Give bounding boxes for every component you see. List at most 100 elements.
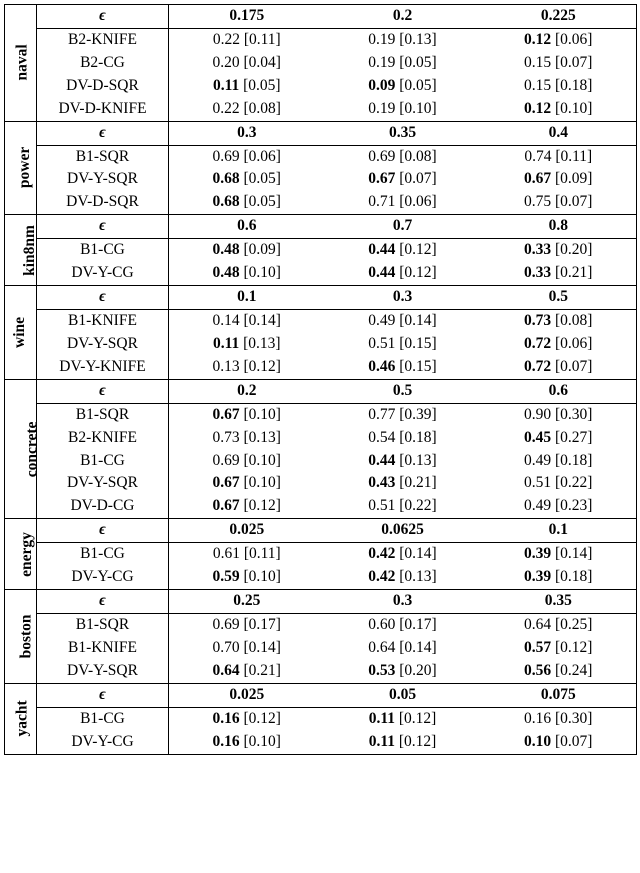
method-name: DV-D-CG xyxy=(37,495,169,518)
bracket-value: [0.13] xyxy=(240,429,281,446)
bracket-value: [0.06] xyxy=(240,148,281,165)
value: 0.15 xyxy=(524,77,551,94)
method-name: DV-Y-KNIFE xyxy=(37,356,169,379)
result-cell: 0.14 [0.14] xyxy=(169,309,325,332)
bracket-value: [0.06] xyxy=(551,335,592,352)
method-name: DV-Y-SQR xyxy=(37,660,169,683)
epsilon-value: 0.5 xyxy=(325,379,481,403)
value: 0.90 xyxy=(524,406,551,423)
value: 0.70 xyxy=(213,639,240,656)
result-cell: 0.16 [0.12] xyxy=(169,707,325,730)
bracket-value: [0.10] xyxy=(240,568,281,585)
bracket-value: [0.14] xyxy=(240,312,281,329)
result-cell: 0.43 [0.21] xyxy=(325,472,481,495)
value: 0.16 xyxy=(213,733,240,750)
result-cell: 0.44 [0.13] xyxy=(325,450,481,473)
section-label: power xyxy=(5,121,37,215)
value: 0.20 xyxy=(213,54,240,71)
epsilon-value: 0.025 xyxy=(169,683,325,707)
value: 0.15 xyxy=(524,54,551,71)
bracket-value: [0.12] xyxy=(240,710,281,727)
table-row: DV-D-KNIFE0.22 [0.08]0.19 [0.10]0.12 [0.… xyxy=(5,98,637,121)
epsilon-symbol: ϵ xyxy=(37,121,169,145)
value: 0.11 xyxy=(213,77,239,94)
value: 0.51 xyxy=(368,497,395,514)
bracket-value: [0.22] xyxy=(551,474,592,491)
value: 0.11 xyxy=(369,710,395,727)
section-label: wine xyxy=(5,286,37,380)
value: 0.45 xyxy=(524,429,551,446)
bracket-value: [0.04] xyxy=(240,54,281,71)
result-cell: 0.54 [0.18] xyxy=(325,427,481,450)
result-cell: 0.33 [0.21] xyxy=(481,262,637,285)
bracket-value: [0.11] xyxy=(240,31,281,48)
result-cell: 0.39 [0.18] xyxy=(481,566,637,589)
result-cell: 0.11 [0.13] xyxy=(169,333,325,356)
value: 0.22 xyxy=(213,100,240,117)
value: 0.72 xyxy=(524,335,551,352)
result-cell: 0.22 [0.08] xyxy=(169,98,325,121)
bracket-value: [0.07] xyxy=(551,54,592,71)
result-cell: 0.74 [0.11] xyxy=(481,145,637,168)
result-cell: 0.60 [0.17] xyxy=(325,613,481,636)
result-cell: 0.71 [0.06] xyxy=(325,191,481,214)
section-label: boston xyxy=(5,590,37,684)
table-row: DV-Y-CG0.59 [0.10]0.42 [0.13]0.39 [0.18] xyxy=(5,566,637,589)
result-cell: 0.70 [0.14] xyxy=(169,637,325,660)
bracket-value: [0.12] xyxy=(551,639,592,656)
value: 0.19 xyxy=(368,100,395,117)
result-cell: 0.51 [0.22] xyxy=(481,472,637,495)
bracket-value: [0.14] xyxy=(551,545,592,562)
value: 0.75 xyxy=(524,193,551,210)
epsilon-symbol: ϵ xyxy=(37,286,169,310)
bracket-value: [0.14] xyxy=(395,545,436,562)
result-cell: 0.48 [0.10] xyxy=(169,262,325,285)
method-name: DV-Y-SQR xyxy=(37,472,169,495)
bracket-value: [0.08] xyxy=(395,148,436,165)
value: 0.49 xyxy=(524,497,551,514)
table-row: DV-Y-SQR0.67 [0.10]0.43 [0.21]0.51 [0.22… xyxy=(5,472,637,495)
result-cell: 0.19 [0.05] xyxy=(325,52,481,75)
result-cell: 0.67 [0.10] xyxy=(169,472,325,495)
result-cell: 0.15 [0.07] xyxy=(481,52,637,75)
value: 0.33 xyxy=(524,264,551,281)
bracket-value: [0.07] xyxy=(551,733,592,750)
value: 0.69 xyxy=(213,616,240,633)
method-name: B2-KNIFE xyxy=(37,28,169,51)
bracket-value: [0.11] xyxy=(551,148,592,165)
method-name: B1-KNIFE xyxy=(37,637,169,660)
value: 0.69 xyxy=(368,148,395,165)
value: 0.49 xyxy=(368,312,395,329)
value: 0.59 xyxy=(213,568,240,585)
epsilon-value: 0.5 xyxy=(481,286,637,310)
table-row: DV-D-SQR0.11 [0.05]0.09 [0.05]0.15 [0.18… xyxy=(5,75,637,98)
bracket-value: [0.18] xyxy=(551,77,592,94)
value: 0.56 xyxy=(524,662,551,679)
value: 0.64 xyxy=(213,662,240,679)
bracket-value: [0.09] xyxy=(551,170,592,187)
result-cell: 0.09 [0.05] xyxy=(325,75,481,98)
result-cell: 0.69 [0.06] xyxy=(169,145,325,168)
table-row: DV-Y-CG0.48 [0.10]0.44 [0.12]0.33 [0.21] xyxy=(5,262,637,285)
bracket-value: [0.25] xyxy=(551,616,592,633)
value: 0.44 xyxy=(368,241,395,258)
epsilon-value: 0.8 xyxy=(481,215,637,239)
result-cell: 0.11 [0.12] xyxy=(325,731,481,754)
bracket-value: [0.05] xyxy=(395,54,436,71)
value: 0.67 xyxy=(213,497,240,514)
epsilon-value: 0.05 xyxy=(325,683,481,707)
bracket-value: [0.12] xyxy=(395,733,436,750)
bracket-value: [0.10] xyxy=(240,452,281,469)
result-cell: 0.75 [0.07] xyxy=(481,191,637,214)
value: 0.46 xyxy=(368,358,395,375)
epsilon-value: 0.1 xyxy=(481,519,637,543)
value: 0.14 xyxy=(213,312,240,329)
method-name: B2-KNIFE xyxy=(37,427,169,450)
bracket-value: [0.10] xyxy=(395,100,436,117)
bracket-value: [0.08] xyxy=(240,100,281,117)
method-name: B1-KNIFE xyxy=(37,309,169,332)
value: 0.39 xyxy=(524,545,551,562)
value: 0.44 xyxy=(368,452,395,469)
method-name: B1-CG xyxy=(37,450,169,473)
epsilon-value: 0.3 xyxy=(325,590,481,614)
